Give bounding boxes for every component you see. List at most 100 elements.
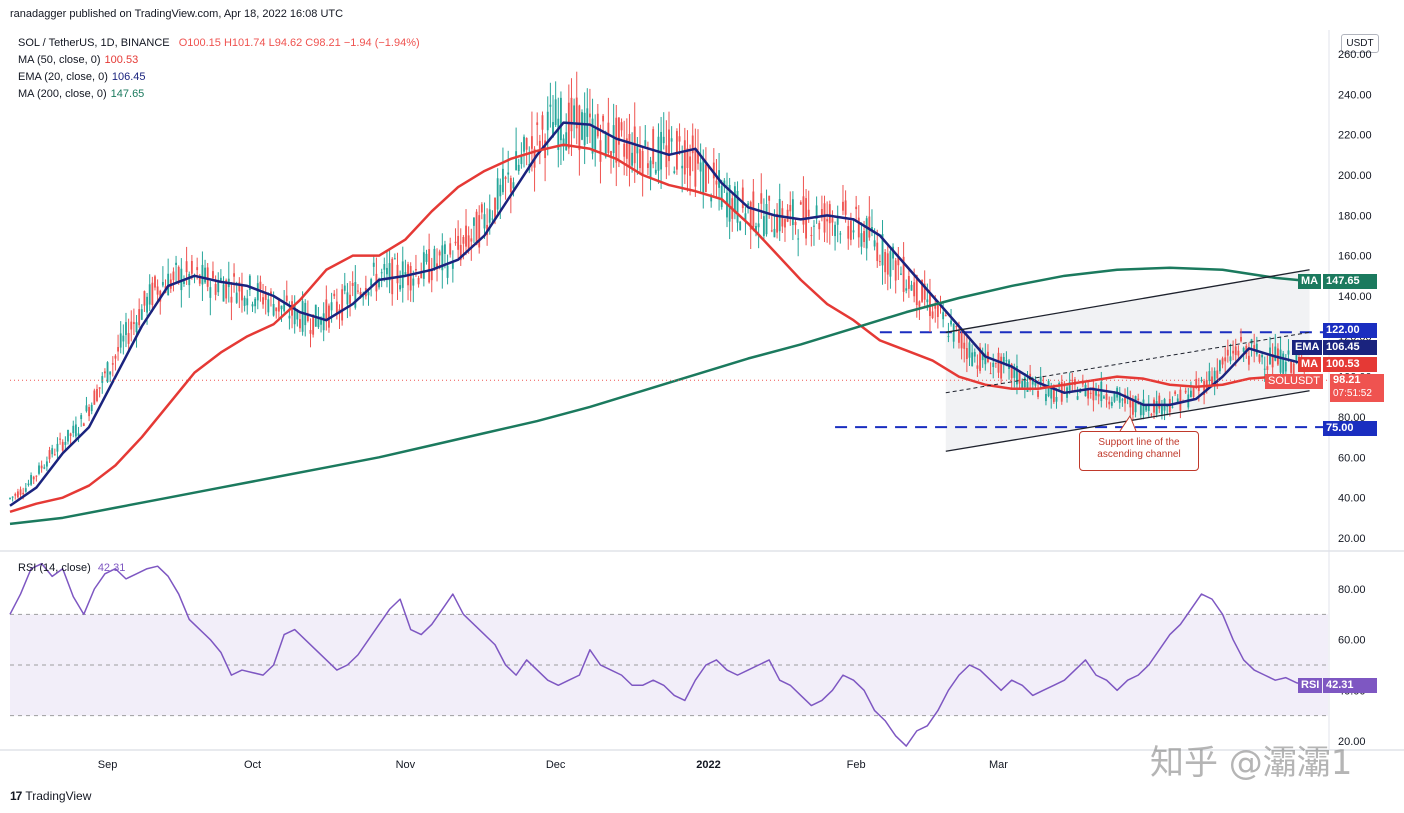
candle-body [831, 218, 834, 223]
candle-body [280, 305, 283, 310]
candle-body [256, 283, 259, 301]
candle-body [1045, 393, 1047, 402]
candle-body [98, 387, 101, 389]
rsi-label[interactable]: RSI (14, close) [18, 562, 91, 574]
candle-body [860, 233, 863, 247]
candle-body [523, 136, 525, 152]
candle-body [931, 311, 934, 319]
ma200-label[interactable]: MA (200, close, 0) [18, 88, 107, 100]
candle-body [188, 273, 191, 286]
candle-body [739, 221, 742, 230]
time-tick-label: Feb [847, 759, 866, 771]
candle-body [1134, 396, 1137, 413]
candle-body [507, 172, 510, 175]
candle-body [154, 276, 156, 288]
candle-body [204, 267, 206, 283]
candle-body [625, 138, 628, 159]
ema20-line [9, 121, 1305, 507]
candle-body [894, 260, 897, 281]
candle-body [884, 251, 887, 273]
candle-body [106, 362, 109, 383]
candle-body [130, 321, 133, 330]
candle-body [989, 373, 992, 375]
candle-body [623, 143, 626, 157]
candle-body [578, 105, 581, 151]
candle-body [594, 128, 597, 152]
candle-body [892, 246, 894, 259]
candle-body [844, 200, 847, 215]
candle-body [404, 272, 407, 275]
candle-body [1129, 398, 1132, 408]
candle-body [473, 217, 475, 226]
candle-body [1232, 350, 1235, 354]
ema20-label[interactable]: EMA (20, close, 0) [18, 71, 108, 83]
candle-body [733, 186, 736, 213]
channel-mid-line [945, 331, 1310, 394]
support-line-annotation[interactable]: Support line of the ascending channel [1079, 431, 1199, 471]
candle-body [48, 450, 51, 460]
candle-countdown: 07:51:52 [1333, 388, 1372, 399]
candle-body [309, 330, 312, 334]
candle-body [810, 235, 813, 237]
candle-body [617, 117, 620, 145]
candle-body [222, 284, 225, 302]
candle-body [704, 164, 707, 193]
candle-body [235, 292, 238, 303]
candle-body [789, 204, 792, 212]
candle-body [180, 268, 183, 291]
candle-body [834, 224, 836, 237]
candle-body [1208, 371, 1211, 381]
candle-body [881, 234, 884, 266]
candle-body [765, 204, 768, 235]
candle-body [1071, 379, 1074, 382]
currency-button[interactable]: USDT [1341, 34, 1379, 53]
candle-body [1121, 399, 1124, 401]
candle-body [53, 454, 56, 456]
candle-body [857, 217, 860, 238]
candle-body [177, 266, 180, 282]
candle-body [836, 217, 839, 225]
candle-body [119, 333, 122, 348]
candle-body [536, 122, 539, 125]
candle-body [175, 262, 177, 265]
candle-body [560, 97, 562, 141]
candle-body [196, 267, 199, 271]
candle-body [871, 227, 873, 231]
candle-body [1292, 363, 1295, 375]
candle-body [14, 493, 17, 496]
tradingview-logo-icon[interactable]: 17 [10, 789, 22, 803]
candle-body [399, 285, 402, 290]
candle-body [156, 286, 159, 295]
candle-body [1261, 354, 1264, 358]
rsi-tick-label: 60.00 [1338, 635, 1366, 647]
symbol-label[interactable]: SOL / TetherUS, 1D, BINANCE [18, 37, 170, 49]
candle-body [1092, 386, 1095, 401]
candle-body [428, 249, 431, 283]
candle-body [109, 371, 112, 375]
candle-body [417, 278, 420, 285]
candle-body [749, 201, 752, 230]
candle-body [702, 158, 705, 194]
candle-body [1021, 381, 1024, 388]
candle-body [1039, 376, 1042, 385]
candle-body [114, 355, 117, 359]
candle-body [670, 138, 673, 142]
ma200-tag-name: MA [1298, 274, 1322, 289]
candle-body [1126, 395, 1129, 397]
candle-body [444, 244, 446, 254]
candle-body [554, 99, 557, 125]
footer-brand[interactable]: TradingView [25, 789, 92, 803]
candle-body [82, 423, 85, 426]
candle-body [681, 165, 684, 169]
candle-body [283, 302, 286, 312]
candle-body [459, 244, 462, 261]
candle-body [515, 151, 518, 171]
candle-body [1124, 394, 1126, 404]
candle-body [1081, 382, 1084, 385]
candle-body [1211, 376, 1213, 386]
candle-body [312, 314, 315, 335]
candle-body [1190, 390, 1192, 398]
candle-body [976, 365, 979, 369]
ma50-label[interactable]: MA (50, close, 0) [18, 54, 101, 66]
